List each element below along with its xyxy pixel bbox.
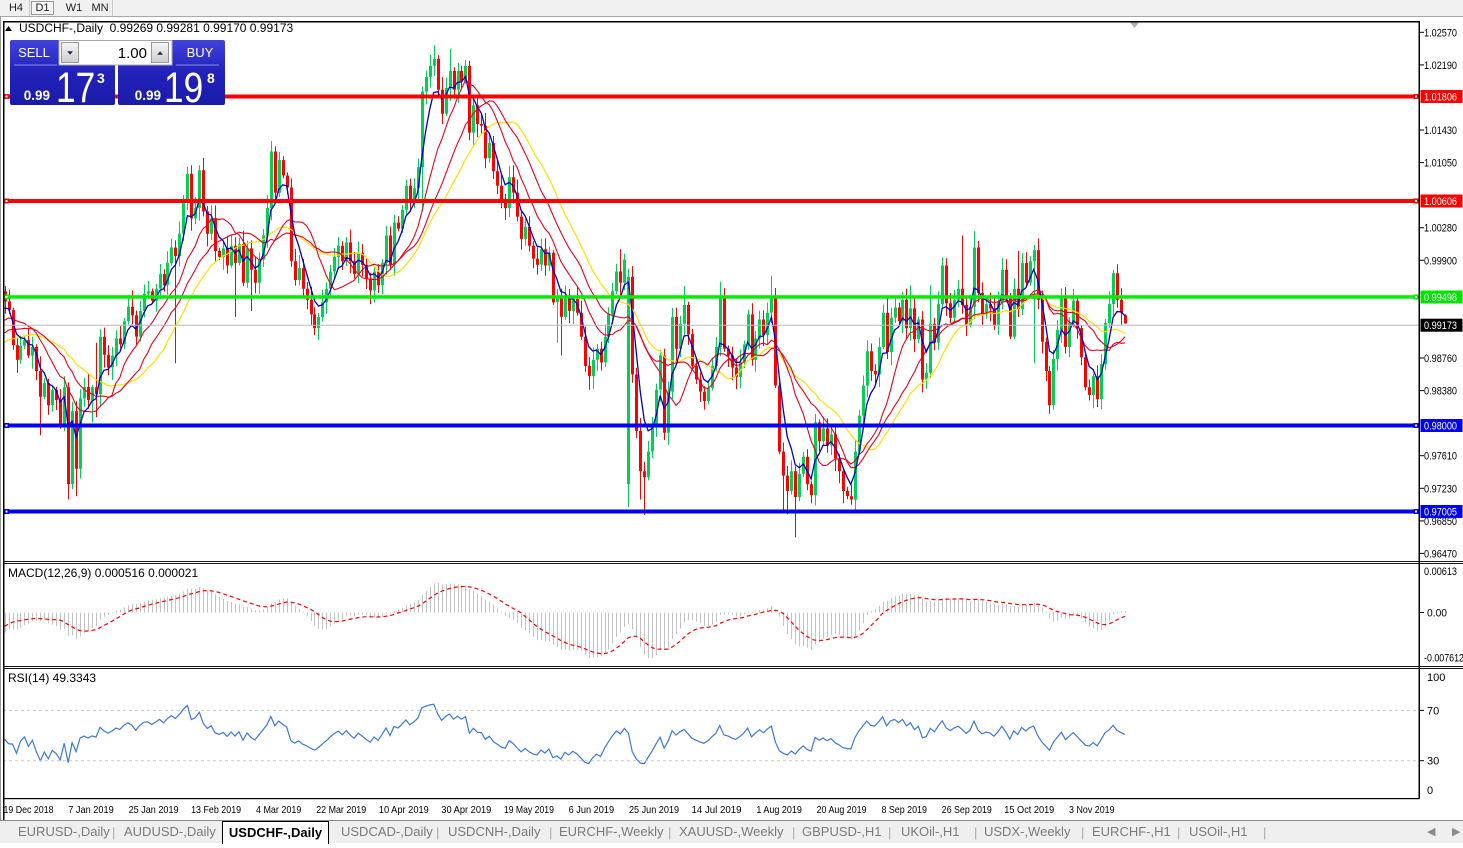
svg-text:13 Feb 2019: 13 Feb 2019 [191,804,241,816]
svg-text:20 Aug 2019: 20 Aug 2019 [817,804,867,816]
svg-text:8: 8 [207,70,215,86]
svg-text:3: 3 [97,70,105,86]
svg-text:26 Sep 2019: 26 Sep 2019 [942,804,992,816]
svg-text:1.00: 1.00 [118,45,147,62]
svg-text:25 Jun 2019: 25 Jun 2019 [629,804,679,816]
svg-text:1.02570: 1.02570 [1424,27,1457,39]
svg-text:70: 70 [1427,705,1439,717]
svg-text:6 Jun 2019: 6 Jun 2019 [569,804,615,816]
svg-text:19: 19 [164,64,203,112]
svg-text:1 Aug 2019: 1 Aug 2019 [756,804,802,816]
svg-text:19 May 2019: 19 May 2019 [504,804,554,816]
svg-text:0.99: 0.99 [135,88,161,103]
svg-text:0.96470: 0.96470 [1424,548,1457,560]
svg-text:30: 30 [1427,756,1439,768]
svg-text:0.96850: 0.96850 [1424,516,1457,528]
svg-text:3 Nov 2019: 3 Nov 2019 [1069,804,1115,816]
svg-text:USDCHF-,Daily 0.99269 0.99281: USDCHF-,Daily 0.99269 0.99281 0.99170 0.… [19,21,294,35]
svg-text:MACD(12,26,9) 0.000516 0.00002: MACD(12,26,9) 0.000516 0.000021 [8,566,198,580]
svg-text:SELL: SELL [18,45,50,60]
svg-text:15 Oct 2019: 15 Oct 2019 [1004,804,1054,816]
svg-text:0.98000: 0.98000 [1424,421,1457,433]
svg-text:0.00: 0.00 [1427,608,1447,620]
svg-text:7 Jan 2019: 7 Jan 2019 [68,804,114,816]
svg-text:RSI(14) 49.3343: RSI(14) 49.3343 [8,671,96,685]
svg-text:0.97005: 0.97005 [1424,507,1457,519]
svg-text:0.98760: 0.98760 [1424,353,1457,365]
svg-text:0.99: 0.99 [24,88,50,103]
svg-text:0.99498: 0.99498 [1424,292,1457,304]
svg-text:14 Jul 2019: 14 Jul 2019 [692,804,742,816]
svg-text:100: 100 [1427,672,1445,684]
svg-text:-0.007612: -0.007612 [1424,653,1463,665]
svg-text:30 Apr 2019: 30 Apr 2019 [441,804,491,816]
svg-text:0.97230: 0.97230 [1424,483,1457,495]
svg-text:19 Dec 2018: 19 Dec 2018 [4,804,54,816]
svg-text:22 Mar 2019: 22 Mar 2019 [316,804,366,816]
svg-text:0.00613: 0.00613 [1424,566,1457,578]
svg-text:BUY: BUY [187,45,214,60]
svg-text:1.01430: 1.01430 [1424,125,1457,137]
svg-text:1.02190: 1.02190 [1424,60,1457,72]
svg-text:25 Jan 2019: 25 Jan 2019 [129,804,179,816]
svg-text:0: 0 [1427,785,1433,797]
svg-text:4 Mar 2019: 4 Mar 2019 [256,804,302,816]
svg-text:1.01050: 1.01050 [1424,158,1457,170]
svg-text:1.00280: 1.00280 [1424,223,1457,235]
svg-text:0.99900: 0.99900 [1424,255,1457,267]
svg-text:17: 17 [56,64,95,112]
svg-text:1.00606: 1.00606 [1424,196,1457,208]
svg-text:0.98380: 0.98380 [1424,386,1457,398]
svg-text:10 Apr 2019: 10 Apr 2019 [379,804,429,816]
svg-text:1.01806: 1.01806 [1424,92,1457,104]
svg-text:0.97610: 0.97610 [1424,451,1457,463]
svg-text:0.99173: 0.99173 [1424,320,1457,332]
svg-text:8 Sep 2019: 8 Sep 2019 [881,804,927,816]
